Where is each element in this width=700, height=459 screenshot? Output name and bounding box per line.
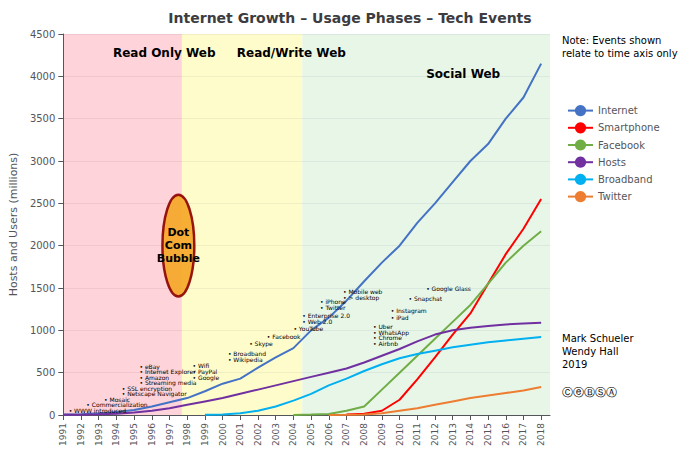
svg-text:• Mobile web: • Mobile web [343,288,383,295]
svg-text:• Enterprise 2.0: • Enterprise 2.0 [302,312,350,320]
svg-text:2010: 2010 [395,423,405,446]
svg-text:• Facebook: • Facebook [267,333,301,340]
svg-text:• Skype: • Skype [249,340,273,348]
svg-text:• Wifi: • Wifi [193,362,210,369]
svg-text:2013: 2013 [448,423,458,446]
svg-text:2016: 2016 [501,423,511,446]
svg-text:Twitter: Twitter [597,191,632,202]
svg-text:Note: Events shown: Note: Events shown [562,35,661,46]
svg-text:Read Only Web: Read Only Web [113,46,216,60]
svg-text:2002: 2002 [253,423,263,446]
svg-text:1992: 1992 [76,423,86,446]
svg-text:1996: 1996 [147,423,157,446]
svg-text:Social Web: Social Web [426,67,500,81]
svg-text:2011: 2011 [412,423,422,446]
svg-text:2000: 2000 [218,423,228,446]
svg-text:• WhatsApp: • WhatsApp [373,329,409,337]
svg-text:2500: 2500 [30,198,55,209]
svg-text:0: 0 [49,410,55,421]
svg-text:Bubble: Bubble [157,252,200,265]
svg-text:Internet: Internet [598,105,638,116]
svg-text:1995: 1995 [129,423,139,446]
svg-text:Com: Com [165,239,192,252]
svg-text:2005: 2005 [306,423,316,446]
svg-text:• Mosaic: • Mosaic [104,395,131,403]
svg-text:• Instagram: • Instagram [391,307,427,315]
svg-text:• Google Glass: • Google Glass [426,285,471,293]
svg-text:Hosts: Hosts [598,157,626,168]
svg-text:Internet Growth – Usage Phases: Internet Growth – Usage Phases – Tech Ev… [168,10,531,26]
svg-text:2001: 2001 [235,423,245,446]
svg-text:• Snapchat: • Snapchat [408,295,442,303]
svg-text:2007: 2007 [341,423,351,446]
svg-text:Facebook: Facebook [598,140,645,151]
svg-text:• Web 2.0: • Web 2.0 [302,317,333,325]
svg-text:500: 500 [36,367,55,378]
svg-text:• WWW introduced: • WWW introduced [68,406,126,414]
svg-text:• Google: • Google [193,374,220,382]
svg-text:• SSL encryption: • SSL encryption [121,384,173,392]
svg-text:Read/Write Web: Read/Write Web [237,46,347,60]
svg-text:• PayPal: • PayPal [193,368,218,376]
svg-text:• Streaming media: • Streaming media [139,379,197,387]
svg-text:2003: 2003 [271,423,281,446]
svg-text:• iPad: • iPad [391,314,409,321]
svg-text:ⒸⓔⒷⓈⒶ: ⒸⓔⒷⓈⒶ [562,386,617,399]
svg-text:• Commercialization: • Commercialization [86,401,148,409]
svg-text:2012: 2012 [430,423,440,446]
svg-text:1997: 1997 [165,423,175,446]
svg-text:2015: 2015 [483,423,493,446]
svg-text:Hosts and Users (millions): Hosts and Users (millions) [7,153,20,297]
svg-text:2018: 2018 [536,423,546,446]
svg-text:2008: 2008 [359,423,369,446]
svg-text:• Twitter: • Twitter [319,304,346,311]
svg-text:Wendy Hall: Wendy Hall [562,346,618,357]
svg-text:4500: 4500 [30,29,55,40]
svg-text:• Broadband: • Broadband [228,350,266,357]
svg-text:2019: 2019 [562,359,587,370]
svg-text:• Airbnb: • Airbnb [373,340,399,348]
svg-text:• Netscape Navigator: • Netscape Navigator [121,390,187,398]
svg-text:Smartphone: Smartphone [598,122,660,133]
svg-text:1500: 1500 [30,283,55,294]
svg-text:2004: 2004 [288,423,298,446]
svg-text:relate to time axis only: relate to time axis only [562,48,678,59]
svg-text:1000: 1000 [30,325,55,336]
svg-text:• eBay: • eBay [139,363,160,371]
svg-text:• iPhone: • iPhone [319,298,346,305]
svg-text:1991: 1991 [58,423,68,446]
svg-text:• Chrome: • Chrome [373,334,402,342]
svg-text:Dot: Dot [167,226,189,239]
svg-text:1998: 1998 [182,423,192,446]
svg-text:4000: 4000 [30,71,55,82]
svg-text:Mark Schueler: Mark Schueler [562,333,634,344]
svg-text:3000: 3000 [30,156,55,167]
svg-text:1994: 1994 [111,423,121,446]
svg-text:• > desktop: • > desktop [343,294,380,302]
svg-text:3500: 3500 [30,113,55,124]
svg-text:1999: 1999 [200,423,210,446]
svg-text:2014: 2014 [465,423,475,446]
svg-text:• Internet Explorer: • Internet Explorer [139,368,196,376]
svg-text:2009: 2009 [377,423,387,446]
svg-text:2006: 2006 [324,423,334,446]
svg-text:• Amazon: • Amazon [139,373,170,381]
svg-text:2000: 2000 [30,240,55,251]
svg-text:1993: 1993 [94,423,104,446]
svg-text:• Uber: • Uber [373,323,393,330]
svg-text:• YouTube: • YouTube [293,325,323,332]
svg-text:Broadband: Broadband [598,174,653,185]
svg-text:2017: 2017 [518,423,528,446]
svg-text:• Wikipedia: • Wikipedia [228,356,263,364]
